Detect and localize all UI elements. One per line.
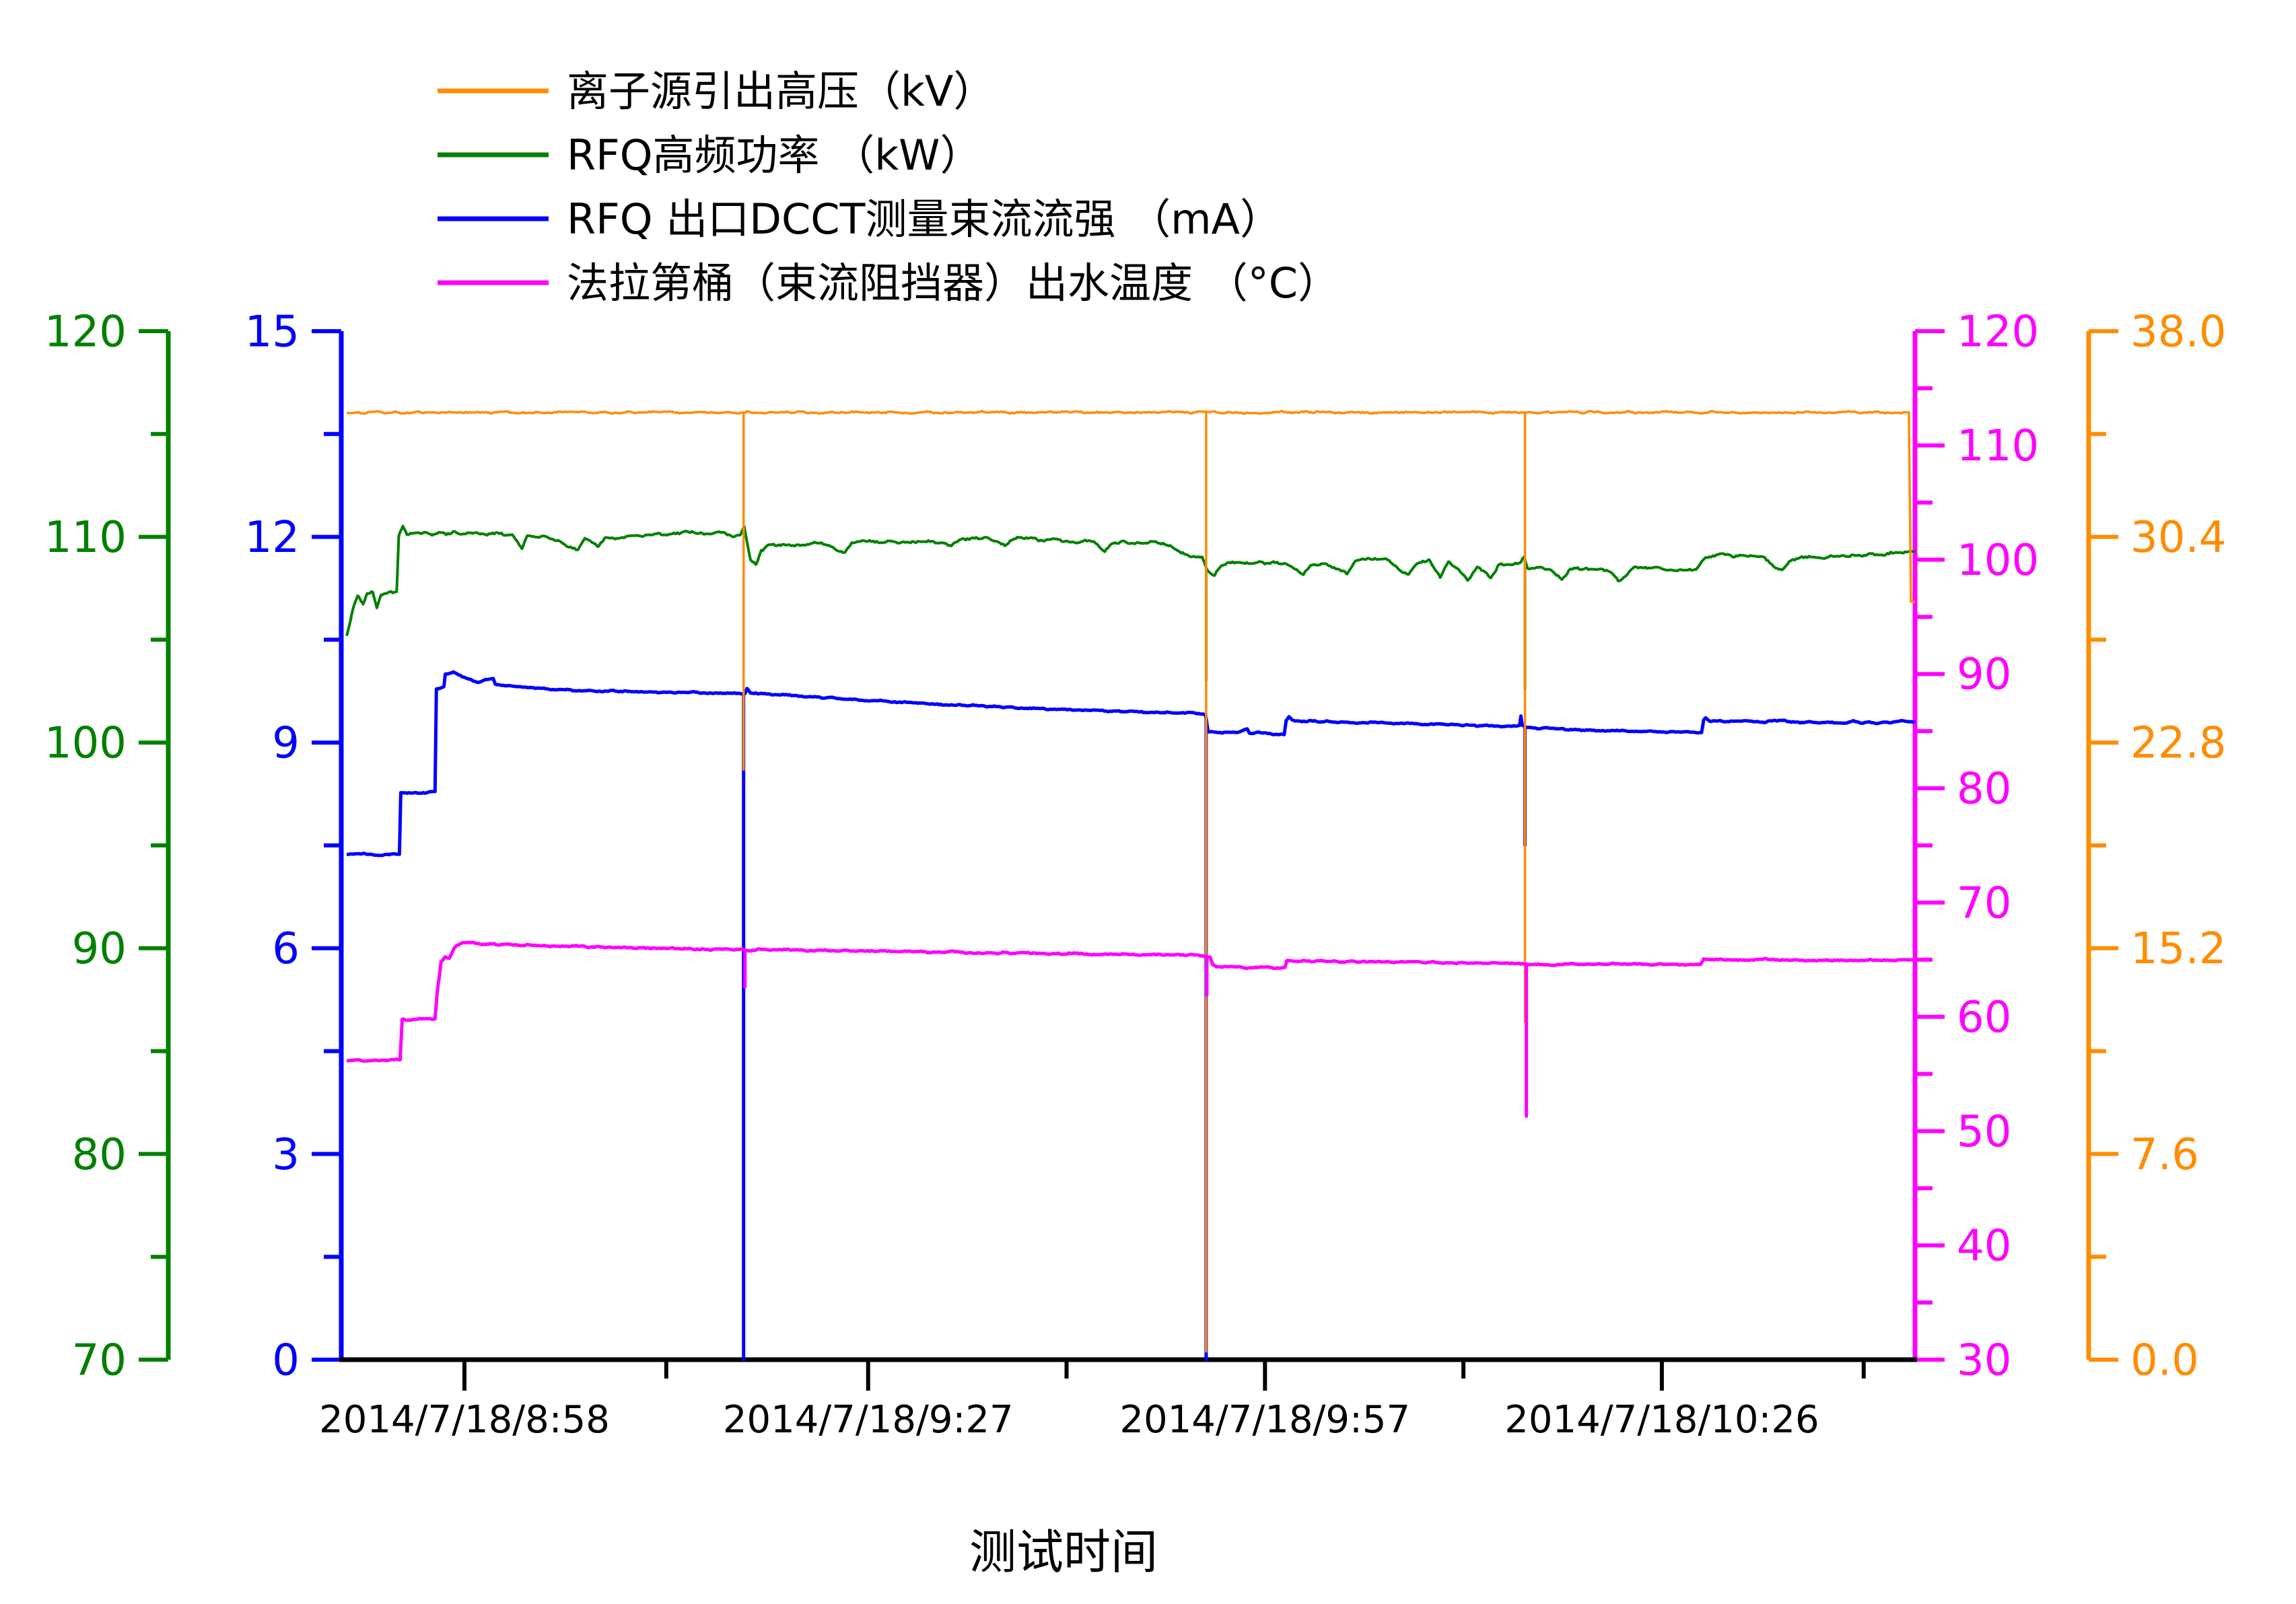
y_left_outer-tick-label: 100 xyxy=(44,719,127,769)
legend: 离子源引出高压（kV） RFQ高频功率 （kW） RFQ 出口DCCT测量束流流强 … xyxy=(438,67,1340,308)
y_right_inner-tick-label: 100 xyxy=(1957,536,2039,586)
axes-layer: 1201101009080701512963012011010090807060… xyxy=(44,307,2227,1442)
y_left_outer-tick-label: 90 xyxy=(72,924,127,974)
legend-label-rf_power: RFQ高频功率 （kW） xyxy=(567,131,981,180)
y_left_outer-tick-label: 70 xyxy=(72,1335,127,1385)
y_right_inner-tick-label: 80 xyxy=(1957,765,2011,814)
y_right_outer-tick-label: 15.2 xyxy=(2130,924,2227,974)
data-series-layer xyxy=(345,409,1916,1362)
y_right_inner-tick-label: 110 xyxy=(1957,421,2039,471)
y_right_inner-tick-label: 30 xyxy=(1957,1335,2011,1385)
series-water_temp-line xyxy=(345,940,1916,1118)
legend-label-water_temp: 法拉第桶（束流阻挡器）出水温度 （°C） xyxy=(567,258,1340,308)
y_left_inner-tick-label: 3 xyxy=(272,1130,300,1180)
y_left_outer-tick-label: 120 xyxy=(44,307,127,357)
y_right_inner-tick-label: 70 xyxy=(1957,878,2011,928)
y_right_outer-tick-label: 7.6 xyxy=(2130,1130,2199,1180)
y_left_inner-tick-label: 12 xyxy=(245,513,300,563)
legend-label-beam_current: RFQ 出口DCCT测量束流流强 （mA） xyxy=(567,195,1282,244)
y_right_inner-tick-label: 90 xyxy=(1957,650,2011,700)
series-beam_current-line xyxy=(345,670,1916,1362)
y_right_outer-tick-label: 0.0 xyxy=(2130,1335,2199,1385)
y_right_outer-tick-label: 30.4 xyxy=(2130,513,2227,563)
legend-item: 法拉第桶（束流阻挡器）出水温度 （°C） xyxy=(438,258,1340,308)
x-tick-label: 2014/7/18/10:26 xyxy=(1504,1398,1819,1442)
y_left_inner-tick-label: 6 xyxy=(272,924,300,974)
series-rf_power-line xyxy=(345,524,1916,691)
x-tick-label: 2014/7/18/9:57 xyxy=(1119,1398,1410,1442)
y_right_outer-tick-label: 38.0 xyxy=(2130,307,2227,357)
legend-item: RFQ高频功率 （kW） xyxy=(438,131,981,180)
legend-label-hv: 离子源引出高压（kV） xyxy=(567,67,995,116)
y_right_inner-tick-label: 120 xyxy=(1957,307,2039,357)
legend-item: RFQ 出口DCCT测量束流流强 （mA） xyxy=(438,195,1282,244)
y_right_inner-tick-label: 40 xyxy=(1957,1222,2011,1271)
y_right_inner-tick-label: 60 xyxy=(1957,993,2011,1043)
series-hv-line xyxy=(346,409,1916,1353)
legend-item: 离子源引出高压（kV） xyxy=(438,67,995,116)
y_right_outer-tick-label: 22.8 xyxy=(2130,719,2227,769)
x-axis-title: 测试时间 xyxy=(969,1525,1158,1580)
y_right_inner-tick-label: 50 xyxy=(1957,1107,2011,1157)
x-tick-label: 2014/7/18/9:27 xyxy=(723,1398,1014,1442)
y_left_inner-tick-label: 15 xyxy=(245,307,300,357)
y_left_inner-tick-label: 0 xyxy=(272,1335,300,1385)
x-tick-label: 2014/7/18/8:58 xyxy=(319,1398,610,1442)
y_left_outer-tick-label: 80 xyxy=(72,1130,127,1180)
y_left_outer-tick-label: 110 xyxy=(44,513,127,563)
y_left_inner-tick-label: 9 xyxy=(272,719,300,769)
